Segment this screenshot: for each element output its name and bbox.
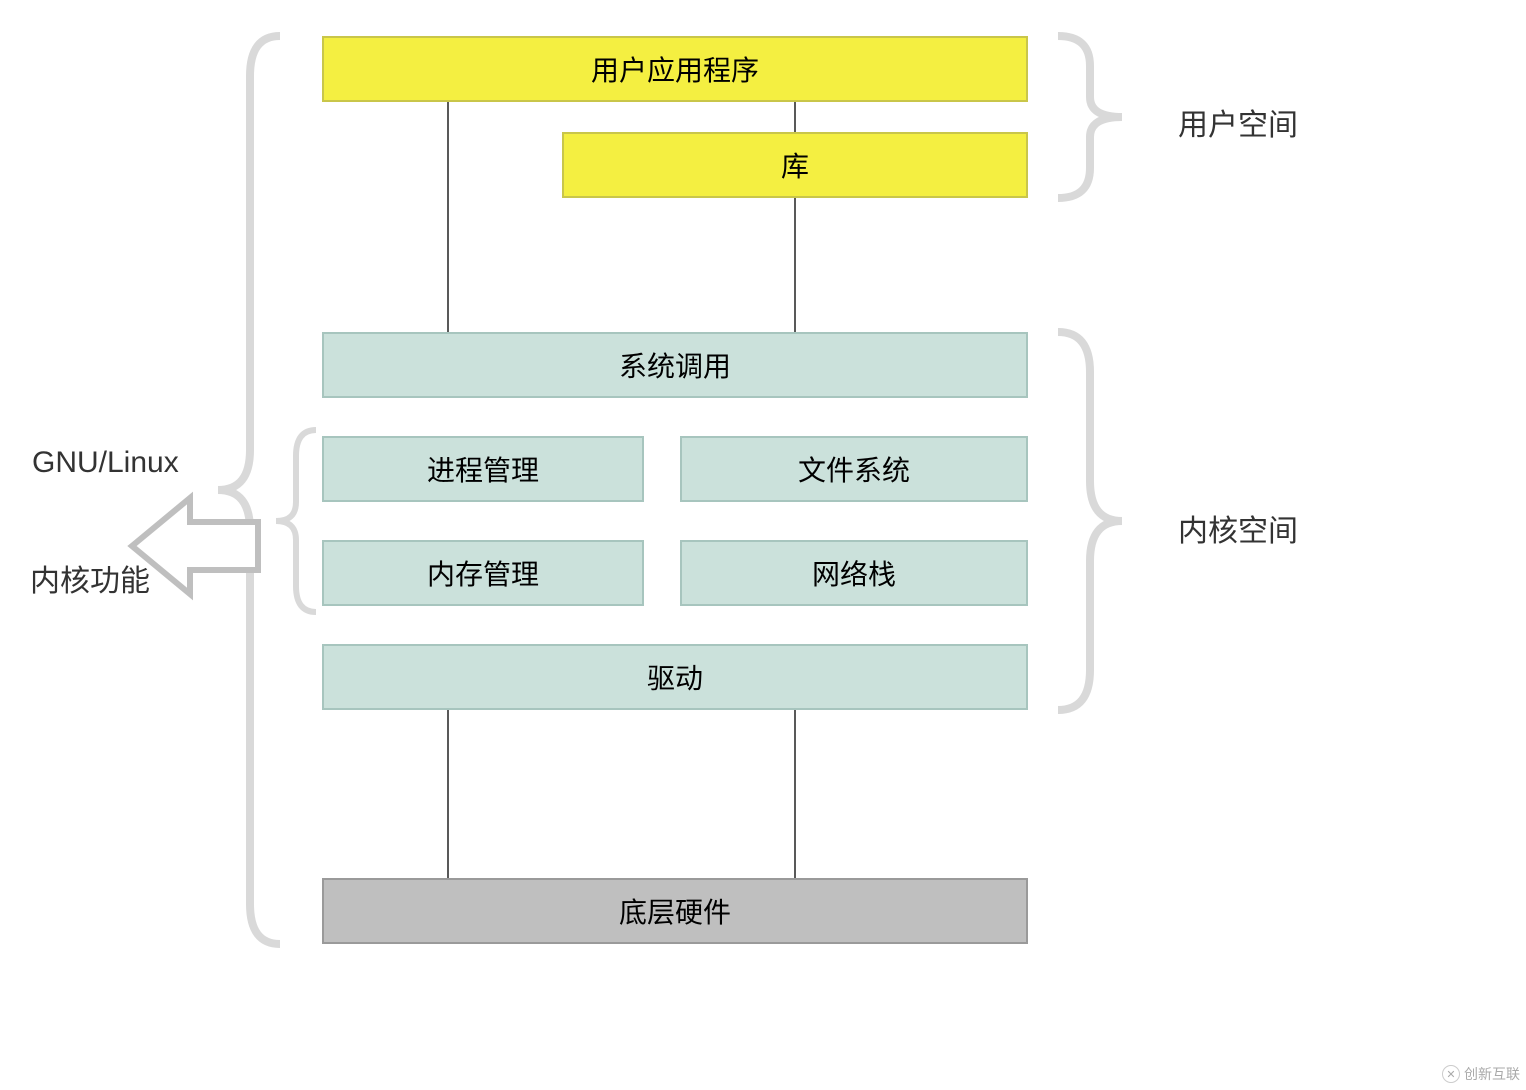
box-label: 库 [781,145,809,185]
box-label: 驱动 [647,657,703,697]
box-label: 内存管理 [427,553,539,593]
brace-left-outer-icon [218,36,280,944]
box-library: 库 [562,132,1028,198]
watermark-logo-icon: ✕ [1442,1065,1460,1083]
block-arrow-icon [132,498,258,594]
label-gnu-linux: GNU/Linux [32,446,179,480]
label-kernel-func: 内核功能 [30,556,150,600]
box-label: 底层硬件 [619,891,731,931]
architecture-diagram: 用户应用程序 库 系统调用 进程管理 文件系统 内存管理 网络栈 驱动 底层硬件… [0,0,1526,1090]
box-filesystem: 文件系统 [680,436,1028,502]
box-label: 网络栈 [812,553,896,593]
brace-right-kernel-icon [1058,332,1122,710]
box-driver: 驱动 [322,644,1028,710]
box-label: 系统调用 [619,345,731,385]
watermark: ✕ 创新互联 [1442,1064,1520,1084]
label-kernel-space: 内核空间 [1178,506,1298,550]
box-proc-mgmt: 进程管理 [322,436,644,502]
box-label: 用户应用程序 [591,49,759,89]
box-label: 进程管理 [427,449,539,489]
box-syscall: 系统调用 [322,332,1028,398]
box-label: 文件系统 [798,449,910,489]
brace-right-user-icon [1058,36,1122,198]
box-mem-mgmt: 内存管理 [322,540,644,606]
box-net-stack: 网络栈 [680,540,1028,606]
box-hardware: 底层硬件 [322,878,1028,944]
box-user-app: 用户应用程序 [322,36,1028,102]
watermark-text: 创新互联 [1464,1064,1520,1084]
label-user-space: 用户空间 [1178,100,1298,144]
brace-left-inner-icon [276,430,316,612]
